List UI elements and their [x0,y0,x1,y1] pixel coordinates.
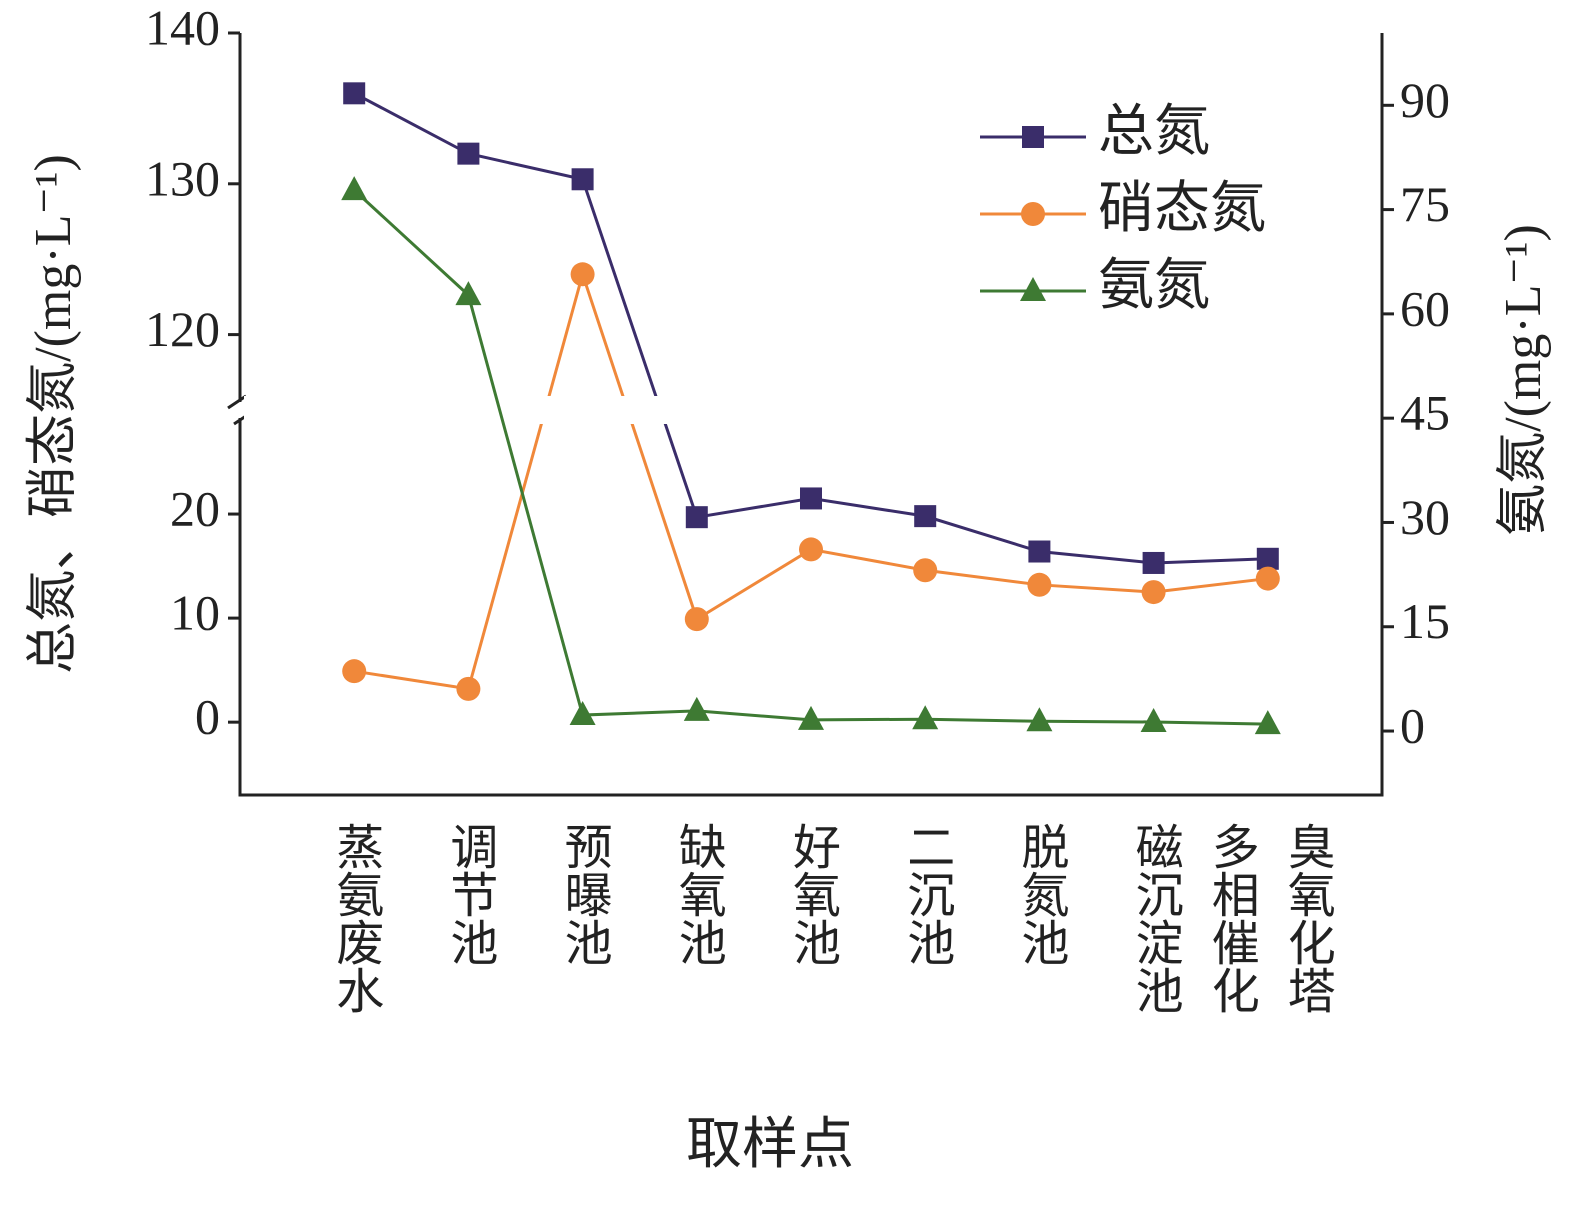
data-point [800,487,822,510]
legend-label: 氨氮 [1098,255,1210,317]
data-point [342,659,367,684]
y2-tick-label: 60 [1400,280,1450,336]
x-tick-label: 磁沉淀池 [1127,822,1181,1014]
data-point [457,142,480,165]
y2-tick-label: 15 [1400,593,1450,649]
data-point [569,701,596,726]
x-tick-label: 好氧池 [785,822,838,966]
y2-axis-title: 氨氮/(mg·L⁻¹) [1495,224,1552,536]
data-point [914,505,937,528]
legend-marker [1020,277,1046,301]
y-tick-label: 130 [145,150,220,206]
data-point [1255,566,1280,591]
data-point [798,705,824,730]
y2-tick-label: 75 [1400,176,1450,232]
data-point [1141,580,1166,605]
data-point [455,281,482,306]
data-point [1026,707,1053,732]
x-tick-label: 调节池 [442,822,496,966]
data-point [456,676,481,701]
x-tick-label: 预曝池 [556,822,610,966]
y2-tick-label: 0 [1400,698,1425,754]
y-tick-label: 140 [145,0,220,55]
data-point [913,558,938,583]
legend-marker [1021,202,1045,226]
x-axis-title: 取样点 [686,1114,854,1176]
data-point [570,262,595,287]
y2-tick-label: 90 [1400,72,1450,128]
x-tick-label: 缺氧池 [670,822,724,966]
y-tick-label: 120 [145,301,220,357]
y-tick-label: 0 [195,689,220,745]
y2-tick-label: 45 [1400,385,1450,441]
data-point [1256,547,1279,570]
data-point [1254,710,1281,735]
data-point [1027,572,1052,597]
x-tick-label: 蒸氨废水 [328,822,382,1014]
x-tick-label: 脱氮池 [1013,822,1067,966]
break-gap [244,396,1378,424]
x-tick-label: 二沉池 [899,822,953,966]
data-point [685,506,708,529]
data-point [912,705,939,730]
y2-tick-label: 30 [1400,489,1450,545]
legend-marker [1022,126,1044,148]
data-point [1028,540,1051,563]
series-line [353,269,1268,691]
data-point [1142,551,1165,574]
y-axis-title: 总氮、硝态氮/(mg·L⁻¹) [25,154,82,674]
data-point [1140,707,1167,732]
data-point [683,696,710,721]
data-point [343,82,366,105]
axis-break [227,394,247,410]
x-tick-label: 多相催化 臭氧化塔 [1203,822,1333,1014]
data-point [341,176,368,201]
y-tick-label: 10 [170,585,220,641]
data-point [571,168,594,191]
data-point [799,537,823,562]
y-tick-label: 20 [170,481,220,537]
data-point [684,607,709,632]
legend-label: 总氮 [1098,101,1210,163]
legend-label: 硝态氮 [1098,178,1266,240]
